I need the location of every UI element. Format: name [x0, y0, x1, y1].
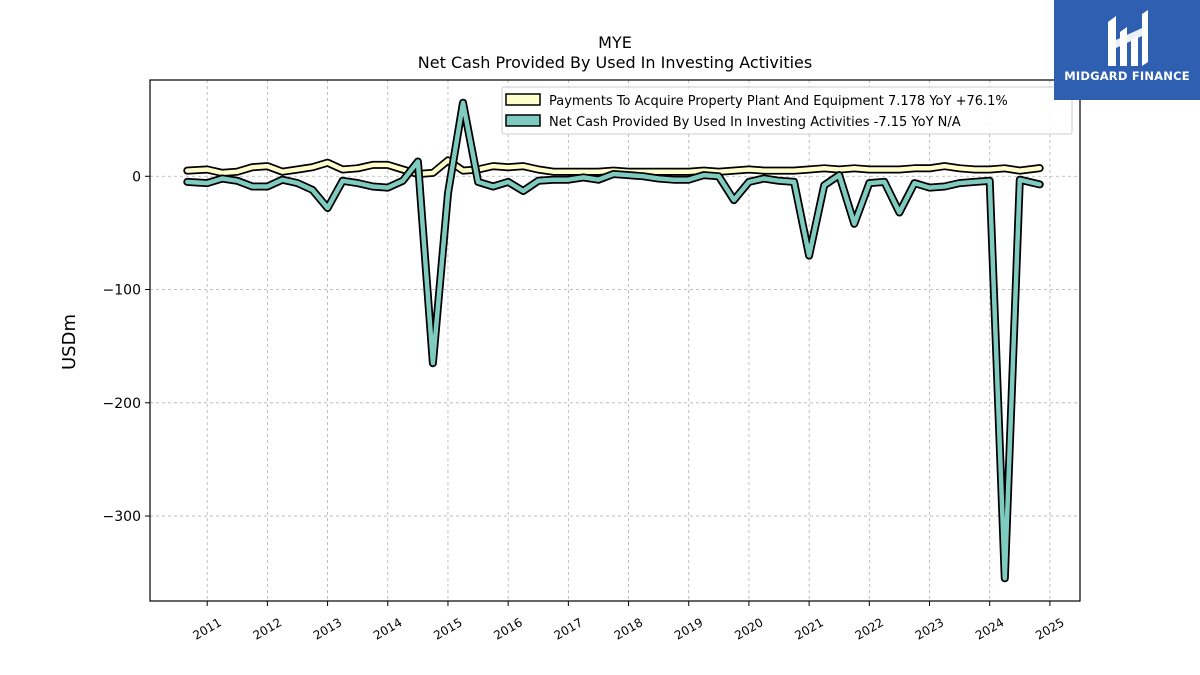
x-tick-label: 2017 — [552, 615, 585, 642]
x-tick-label: 2016 — [491, 615, 524, 642]
grid — [150, 80, 1080, 601]
y-axis: 0 −100 −200 −300 — [103, 169, 150, 525]
x-tick-label: 2013 — [311, 615, 344, 642]
y-tick-label: −200 — [103, 396, 141, 412]
y-tick-label: −100 — [103, 283, 141, 299]
chart-title: MYE — [598, 33, 632, 52]
plot-area-frame — [149, 79, 1081, 602]
y-tick-label: 0 — [132, 169, 141, 185]
x-tick-label: 2023 — [913, 615, 946, 642]
series-line-net-cash-fill — [185, 100, 1042, 581]
x-tick-label: 2021 — [792, 615, 825, 642]
x-tick-label: 2018 — [612, 615, 645, 642]
x-tick-label: 2022 — [853, 615, 886, 642]
legend: Payments To Acquire Property Plant And E… — [501, 86, 1073, 135]
x-tick-label: 2019 — [672, 615, 705, 642]
legend-label-net-cash: Net Cash Provided By Used In Investing A… — [549, 115, 961, 130]
x-tick-label: 2014 — [371, 615, 404, 642]
series-line-net-cash — [183, 98, 1044, 583]
y-tick-label: −300 — [103, 509, 141, 525]
brand-logo: MIDGARD FINANCE — [1054, 0, 1200, 100]
x-tick-label: 2020 — [732, 615, 765, 642]
legend-swatch-net-cash — [505, 114, 541, 127]
x-tick-label: 2012 — [251, 615, 284, 642]
x-tick-label: 2025 — [1033, 615, 1066, 642]
x-tick-label: 2011 — [190, 615, 223, 642]
chart-subtitle: Net Cash Provided By Used In Investing A… — [418, 53, 812, 72]
legend-box — [501, 86, 1073, 135]
x-tick-label: 2024 — [973, 615, 1006, 642]
midgard-logo-icon — [1108, 10, 1148, 66]
legend-swatch-payments — [505, 93, 541, 106]
logo-text: MIDGARD FINANCE — [1064, 69, 1190, 83]
y-axis-label: USDm — [59, 314, 80, 370]
x-tick-label: 2015 — [431, 615, 464, 642]
series-layer — [183, 98, 1044, 583]
legend-label-payments: Payments To Acquire Property Plant And E… — [549, 94, 1008, 109]
x-axis: 2011 2012 2013 2014 2015 2016 2017 2018 2019 2020… — [190, 601, 1067, 643]
